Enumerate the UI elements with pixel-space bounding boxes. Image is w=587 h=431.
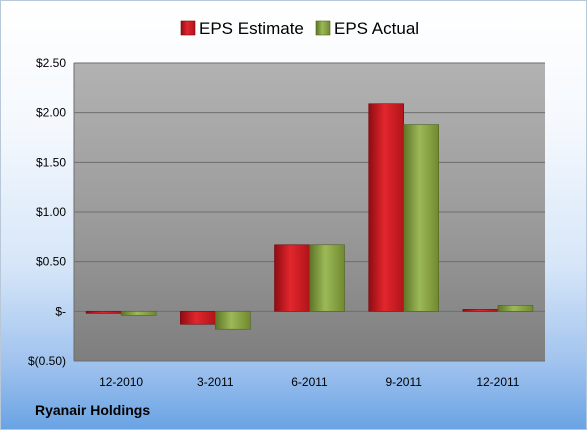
legend-label-estimate: EPS Estimate xyxy=(199,19,304,38)
y-axis-ticks: $2.50 $2.00 $1.50 $1.00 $0.50 $- $(0.50) xyxy=(28,56,66,368)
y-tick-label: $1.50 xyxy=(36,155,66,169)
bar-eps-actual xyxy=(309,244,345,312)
y-tick-label: $2.50 xyxy=(36,56,66,70)
x-tick-label: 12-2011 xyxy=(476,375,519,389)
bars xyxy=(85,103,534,330)
x-axis-ticks: 12-2010 3-2011 6-2011 9-2011 12-2011 xyxy=(99,375,520,389)
bar-eps-actual xyxy=(497,305,534,312)
bar-eps-estimate xyxy=(85,311,122,314)
legend: EPS Estimate EPS Actual xyxy=(180,19,419,38)
x-tick-label: 3-2011 xyxy=(197,375,234,389)
company-name: Ryanair Holdings xyxy=(35,402,151,418)
y-tick-label: $(0.50) xyxy=(28,354,66,368)
bar-eps-actual xyxy=(215,311,251,330)
y-tick-label: $1.00 xyxy=(36,205,66,219)
bar-eps-estimate xyxy=(462,309,499,312)
legend-label-actual: EPS Actual xyxy=(334,19,419,38)
x-tick-label: 6-2011 xyxy=(291,375,328,389)
y-tick-label: $0.50 xyxy=(36,255,66,269)
legend-swatch-estimate xyxy=(180,20,196,36)
x-tick-label: 9-2011 xyxy=(385,375,422,389)
bar-eps-estimate xyxy=(368,103,405,312)
bar-eps-estimate xyxy=(180,311,216,325)
legend-swatch-actual xyxy=(315,20,331,36)
y-tick-label: $- xyxy=(55,304,66,318)
bar-eps-actual xyxy=(403,124,440,312)
y-tick-label: $2.00 xyxy=(36,106,66,120)
x-tick-label: 12-2010 xyxy=(99,375,143,389)
bar-eps-actual xyxy=(120,311,157,316)
bar-eps-estimate xyxy=(274,244,310,312)
